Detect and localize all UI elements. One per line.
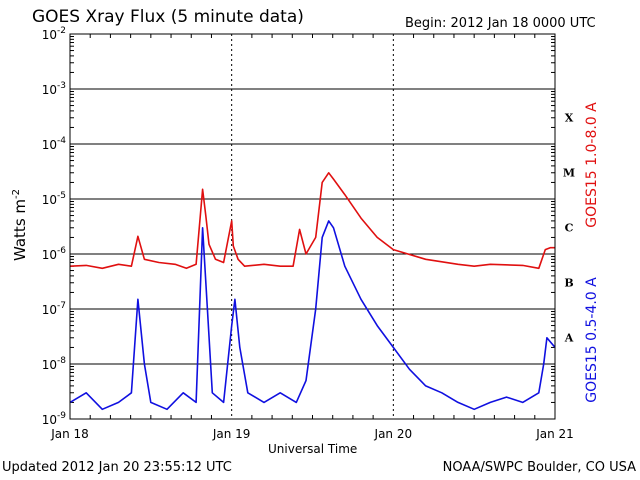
x-tick-label: Jan 21 (535, 427, 574, 441)
credit-line: NOAA/SWPC Boulder, CO USA (442, 460, 636, 475)
updated-timestamp: Updated 2012 Jan 20 23:55:12 UTC (2, 460, 232, 475)
x-tick-labels: Jan 18 Jan 19 Jan 20 Jan 21 (50, 427, 574, 441)
y-tick-label: 10-8 (42, 356, 67, 372)
series-long-channel (69, 172, 555, 270)
series-line (69, 172, 555, 270)
flare-class-label: C (565, 222, 574, 235)
y-tick-base: 10 (42, 193, 57, 207)
x-tick-label: Jan 18 (50, 427, 89, 441)
plot-frame (69, 33, 556, 420)
flare-class-label: X (565, 112, 574, 125)
y-tick-labels: 10-910-810-710-610-510-410-310-2 (42, 26, 67, 427)
legend-short-channel: GOES15 0.5-4.0 A (584, 277, 600, 403)
y-tick-label: 10-3 (42, 81, 66, 97)
y-tick-exponent: -6 (57, 246, 66, 256)
y-tick-exponent: -4 (57, 136, 66, 146)
flare-class-label: B (564, 277, 573, 290)
x-tick-label: Jan 20 (374, 427, 413, 441)
series-short-channel (69, 220, 556, 411)
y-tick-exponent: -9 (57, 411, 66, 421)
y-tick-label: 10-5 (42, 191, 66, 207)
y-tick-label: 10-7 (42, 301, 66, 317)
flare-class-labels: A B C M X (563, 112, 575, 345)
y-tick-base: 10 (42, 83, 57, 97)
y-tick-label: 10-2 (42, 26, 66, 42)
x-axis-label: Universal Time (268, 442, 358, 456)
y-tick-base: 10 (42, 358, 57, 372)
page-title: GOES Xray Flux (5 minute data) (32, 7, 304, 27)
y-tick-base: 10 (42, 248, 57, 262)
y-tick-base: 10 (42, 138, 57, 152)
x-tick-label: Jan 19 (212, 427, 251, 441)
legend-long-channel: GOES15 1.0-8.0 A (584, 102, 600, 228)
series-line (69, 220, 556, 411)
flare-class-label: M (563, 167, 575, 180)
y-tick-exponent: -2 (57, 26, 66, 36)
y-tick-base: 10 (42, 303, 57, 317)
y-tick-exponent: -8 (57, 356, 66, 366)
y-tick-exponent: -7 (57, 301, 66, 311)
grid-lines (70, 33, 555, 420)
flare-class-label: A (564, 332, 574, 345)
y-axis-label: Watts m-2 (11, 188, 29, 262)
y-tick-exponent: -5 (57, 191, 66, 201)
y-tick-label: 10-6 (42, 246, 67, 262)
y-tick-base: 10 (42, 413, 57, 427)
y-tick-label: 10-4 (42, 136, 67, 152)
y-tick-label: 10-9 (42, 411, 67, 427)
y-axis-label-text: Watts m (11, 198, 29, 262)
begin-time: Begin: 2012 Jan 18 0000 UTC (405, 16, 596, 31)
y-tick-exponent: -3 (57, 81, 66, 91)
y-tick-base: 10 (42, 28, 57, 42)
y-axis-label-exponent: -2 (11, 188, 22, 199)
